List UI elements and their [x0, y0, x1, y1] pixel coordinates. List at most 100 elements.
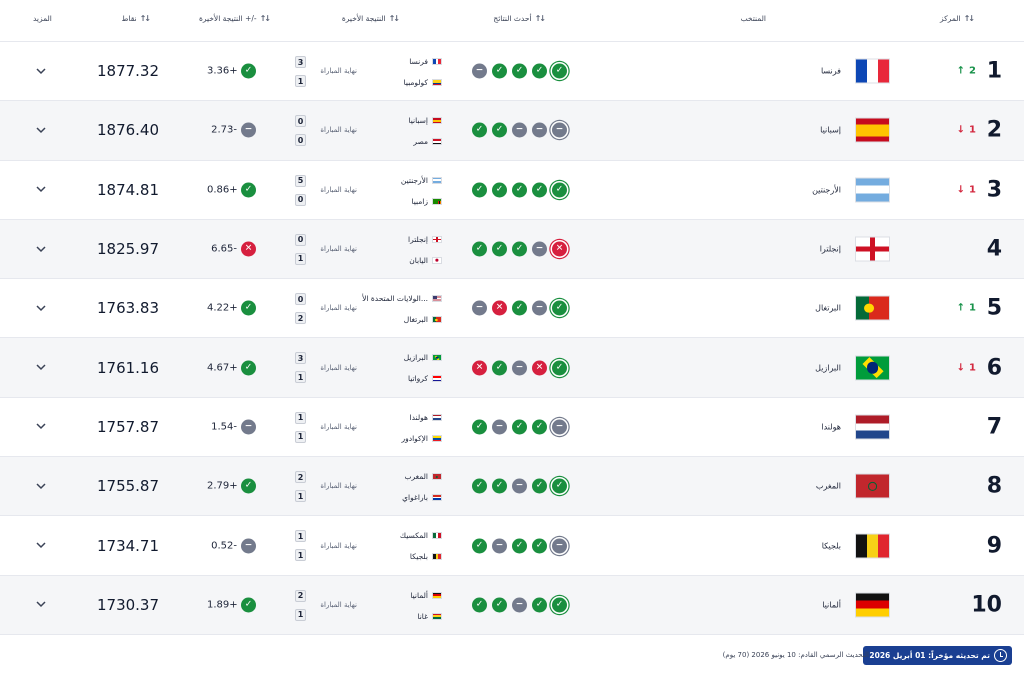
rank-change-value: 1 [969, 184, 976, 196]
chevron-down-icon[interactable] [35, 124, 47, 136]
home-score: 2 [295, 589, 306, 602]
recent-form: ✓ ✓ − ✓ ✓ [472, 478, 567, 494]
rank-change: ↑ 2 [957, 66, 976, 77]
sort-icon[interactable]: ↑↓ [388, 14, 400, 23]
points-value: 1763.83 [96, 299, 160, 318]
match-away-team: غانا [417, 611, 428, 621]
draw-minus-icon: − [472, 300, 487, 316]
match-home-flag-icon [432, 58, 442, 65]
match-away-team: كولومبيا [403, 78, 428, 87]
match-status: نهاية المباراة [320, 422, 357, 431]
header-points-label: نقاط [121, 14, 137, 23]
header-last-result-label: النتيجة الأخيرة [341, 14, 386, 23]
table-row[interactable]: 10 ألمانيا ✓ ✓ − ✓ ✓ ألمانيا غانا نهاية المب… [0, 575, 1024, 635]
table-row[interactable]: 5 ↑ 1 البرتغال − ✕ ✓ − ✓ الولايات المتحدة الأ… [0, 279, 1024, 339]
chevron-down-icon[interactable] [35, 302, 47, 314]
chevron-down-icon[interactable] [35, 362, 47, 374]
win-check-icon: ✓ [532, 478, 547, 494]
match-home-flag-icon [432, 117, 442, 125]
header-last-change[interactable]: النتيجة الأخيرة +/- ↑↓ [199, 14, 271, 23]
win-check-icon: ✓ [472, 182, 487, 198]
chevron-down-icon[interactable] [35, 421, 47, 433]
recent-form: ✓ ✓ − ✓ ✓ [472, 597, 567, 613]
draw-minus-icon: − [512, 478, 527, 494]
chevron-down-icon[interactable] [35, 599, 47, 611]
table-row[interactable]: 9 بلجيكا ✓ − ✓ ✓ − المكسيك بلجيكا نهاية المب… [0, 516, 1024, 576]
match-home-team: الولايات المتحدة الأ... [362, 294, 428, 304]
match-away-flag-icon [432, 197, 442, 205]
team-name[interactable]: الأرجنتين [812, 185, 841, 195]
team-name[interactable]: هولندا [821, 422, 841, 432]
draw-minus-icon: − [472, 63, 487, 79]
header-points[interactable]: نقاط ↑↓ [121, 14, 151, 23]
rank-change-value: 1 [969, 124, 976, 136]
rank-number: 3 [986, 177, 1002, 203]
win-check-icon: ✓ [472, 122, 487, 138]
team-flag-icon [855, 117, 890, 143]
clock-icon [994, 649, 1007, 662]
draw-minus-icon: − [512, 597, 527, 613]
table-row[interactable]: 4 إنجلترا ✓ ✓ ✓ − ✕ إنجلترا اليابان نهاية ال… [0, 219, 1024, 280]
away-score: 1 [295, 549, 306, 562]
rank-number: 4 [986, 236, 1002, 262]
away-score: 1 [295, 490, 306, 503]
change-indicator: ✓ [241, 300, 256, 316]
match-away-team: مصر [413, 137, 428, 147]
chevron-down-icon[interactable] [35, 540, 47, 552]
sort-icon[interactable]: ↑↓ [534, 14, 546, 23]
rank-number: 7 [986, 414, 1002, 440]
last-updated-badge: تم تحديثه مؤخراً: 01 أبريل 2026 [863, 646, 1012, 665]
team-name[interactable]: ألمانيا [822, 600, 841, 610]
match-away-flag-icon [432, 612, 442, 620]
draw-minus-icon: − [492, 419, 507, 435]
match-home-flag-icon [432, 295, 442, 303]
win-check-icon: ✓ [552, 182, 567, 198]
recent-form: ✓ − ✓ ✓ − [472, 538, 567, 554]
chevron-down-icon[interactable] [35, 480, 47, 492]
table-row[interactable]: 1 ↑ 2 فرنسا − ✓ ✓ ✓ ✓ فرنسا كولومبيا نهاية ال… [0, 42, 1024, 102]
team-name[interactable]: بلجيكا [821, 541, 841, 551]
chevron-down-icon[interactable] [35, 65, 47, 77]
change-indicator: ✓ [241, 360, 256, 376]
team-flag-icon [855, 177, 890, 203]
points-change: 4.22+ [207, 302, 238, 314]
rank-number: 2 [986, 117, 1002, 143]
team-flag-icon [855, 295, 890, 321]
sort-icon[interactable]: ↑↓ [139, 14, 151, 23]
chevron-down-icon[interactable] [35, 184, 47, 196]
away-score: 0 [295, 193, 306, 206]
rank-number: 8 [986, 473, 1002, 499]
match-away-team: باراغواي [402, 493, 428, 503]
match-away-flag-icon [432, 553, 442, 561]
chevron-down-icon[interactable] [35, 243, 47, 255]
match-home-team: إسبانيا [408, 116, 428, 126]
header-rank[interactable]: المركز ↑↓ [940, 14, 975, 23]
points-change: 4.67+ [207, 362, 238, 374]
arrow-down-icon: ↓ [956, 184, 966, 196]
header-more: المزيد [33, 14, 52, 23]
header-last-result[interactable]: النتيجة الأخيرة ↑↓ [342, 14, 400, 23]
arrow-up-icon: ↑ [956, 65, 966, 77]
team-name[interactable]: البرازيل [815, 363, 841, 373]
table-row[interactable]: 7 هولندا ✓ − ✓ ✓ − هولندا الإكوادور نهاية ال… [0, 398, 1024, 458]
win-check-icon: ✓ [512, 300, 527, 316]
team-name[interactable]: البرتغال [815, 303, 841, 313]
sort-icon[interactable]: ↑↓ [259, 14, 271, 23]
rank-change: ↑ 1 [957, 303, 976, 314]
match-home-team: المكسيك [399, 531, 428, 541]
draw-minus-icon: − [532, 300, 547, 316]
team-name[interactable]: المغرب [815, 481, 841, 491]
sort-icon[interactable]: ↑↓ [963, 14, 975, 23]
team-name[interactable]: إسبانيا [820, 125, 841, 135]
header-recent-form[interactable]: أحدث النتائج ↑↓ [493, 14, 546, 23]
team-name[interactable]: إنجلترا [819, 244, 841, 254]
table-row[interactable]: 2 ↓ 1 إسبانيا ✓ ✓ − − − إسبانيا مصر نهاية الم… [0, 101, 1024, 161]
table-row[interactable]: 3 ↓ 1 الأرجنتين ✓ ✓ ✓ ✓ ✓ الأرجنتين زامبيا نه… [0, 161, 1024, 220]
table-row[interactable]: 6 ↓ 1 البرازيل ✕ ✓ − ✕ ✓ البرازيل كرواتيا نها… [0, 338, 1024, 398]
team-name[interactable]: فرنسا [820, 66, 841, 76]
home-score: 3 [295, 56, 306, 68]
win-check-icon: ✓ [472, 241, 487, 257]
table-row[interactable]: 8 المغرب ✓ ✓ − ✓ ✓ المغرب باراغواي نهاية الم… [0, 457, 1024, 517]
match-home-flag-icon [432, 176, 442, 184]
points-value: 1757.87 [96, 417, 160, 436]
